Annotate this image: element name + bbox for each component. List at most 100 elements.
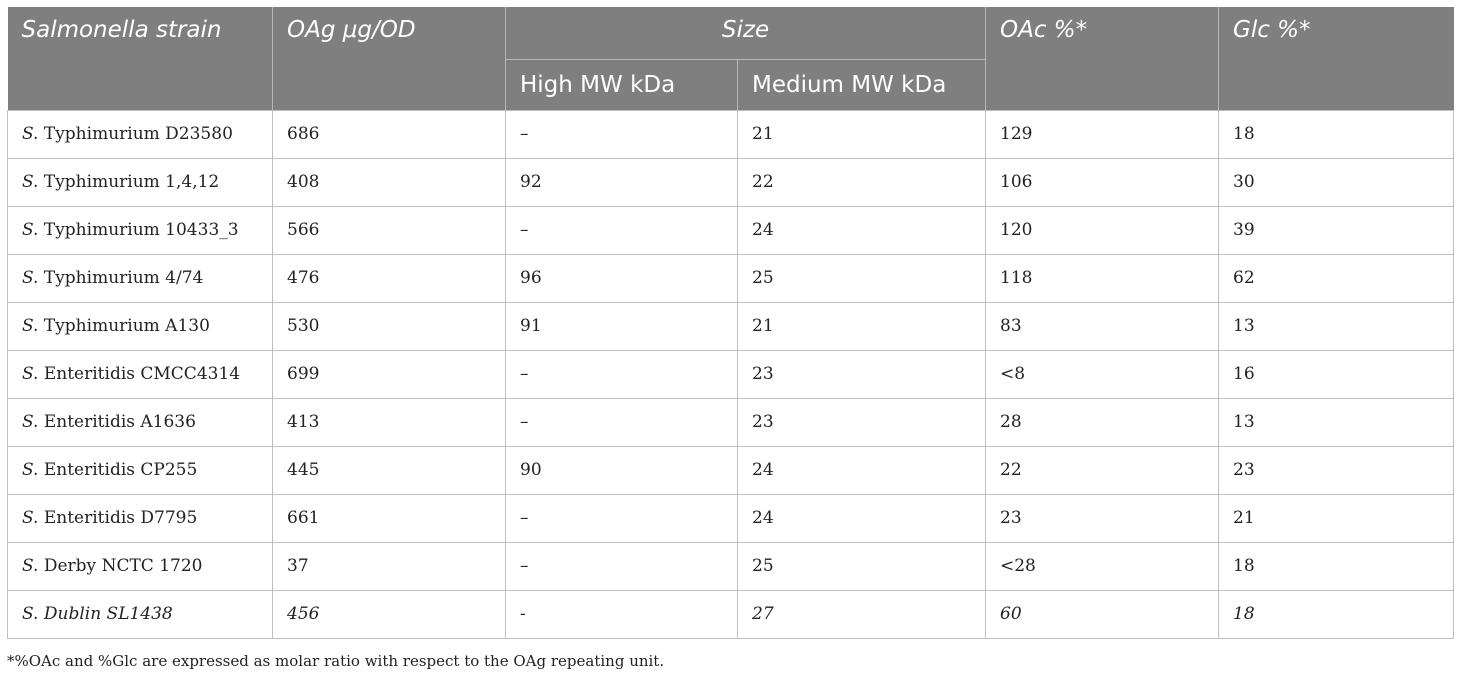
cell-strain: S. Enteritidis CP255 xyxy=(7,445,273,495)
cell-glc: 13 xyxy=(1218,397,1454,447)
salmonella-oag-table: Salmonella strain OAg μg/OD Size OAc %* … xyxy=(7,7,1454,639)
strain-genus-abbrev: S. xyxy=(22,604,39,624)
cell-medium-mw: 25 xyxy=(737,253,986,303)
cell-oac: 83 xyxy=(985,301,1219,351)
strain-name: Typhimurium 4/74 xyxy=(43,268,204,288)
cell-medium-mw: 24 xyxy=(737,205,986,255)
cell-oag: 408 xyxy=(272,157,506,207)
cell-oac: <8 xyxy=(985,349,1219,399)
cell-high-mw: – xyxy=(505,349,738,399)
cell-strain: S. Typhimurium D23580 xyxy=(7,109,273,159)
strain-genus-abbrev: S. xyxy=(22,364,39,384)
table-row: S. Typhimurium 10433_3 566–24 120 39 xyxy=(7,205,1454,255)
strain-name: Typhimurium 10433_3 xyxy=(43,220,239,240)
strain-name: Enteritidis D7795 xyxy=(43,508,198,528)
cell-oag: 456 xyxy=(272,589,506,639)
cell-oac: <28 xyxy=(985,541,1219,591)
cell-oac: 22 xyxy=(985,445,1219,495)
cell-medium-mw: 21 xyxy=(737,109,986,159)
cell-oag: 686 xyxy=(272,109,506,159)
cell-oag: 566 xyxy=(272,205,506,255)
cell-glc: 23 xyxy=(1218,445,1454,495)
table-footnote: *%OAc and %Glc are expressed as molar ra… xyxy=(7,652,665,670)
header-medium-mw: Medium MW kDa xyxy=(737,59,986,110)
strain-genus-abbrev: S. xyxy=(22,268,39,288)
strain-genus-abbrev: S. xyxy=(22,460,39,480)
strain-genus-abbrev: S. xyxy=(22,220,39,240)
cell-high-mw: – xyxy=(505,493,738,543)
strain-name: Typhimurium D23580 xyxy=(43,124,233,144)
cell-glc: 21 xyxy=(1218,493,1454,543)
header-high-mw: High MW kDa xyxy=(505,59,738,110)
cell-oac: 118 xyxy=(985,253,1219,303)
cell-glc: 62 xyxy=(1218,253,1454,303)
table-row: S. Typhimurium 1,4,12 408 92 22 106 30 xyxy=(7,157,1454,207)
cell-high-mw: 96 xyxy=(505,253,738,303)
cell-medium-mw: 27 xyxy=(737,589,986,639)
cell-medium-mw: 24 xyxy=(737,493,986,543)
cell-oac: 120 xyxy=(985,205,1219,255)
cell-medium-mw: 21 xyxy=(737,301,986,351)
cell-medium-mw: 24 xyxy=(737,445,986,495)
strain-genus-abbrev: S. xyxy=(22,172,39,192)
table-row: S. Enteritidis A1636 413–23 28 13 xyxy=(7,397,1454,447)
table-row: S. Typhimurium D23580 686–21 129 18 xyxy=(7,109,1454,159)
cell-oac: 28 xyxy=(985,397,1219,447)
cell-oag: 37 xyxy=(272,541,506,591)
cell-high-mw: – xyxy=(505,397,738,447)
cell-strain: S. Enteritidis D7795 xyxy=(7,493,273,543)
cell-strain: S. Typhimurium A130 xyxy=(7,301,273,351)
cell-oac: 106 xyxy=(985,157,1219,207)
cell-high-mw: - xyxy=(505,589,738,639)
cell-medium-mw: 25 xyxy=(737,541,986,591)
cell-oag: 413 xyxy=(272,397,506,447)
cell-oag: 699 xyxy=(272,349,506,399)
strain-name: Dublin SL1438 xyxy=(43,604,173,624)
cell-strain: S. Dublin SL1438 xyxy=(7,589,273,639)
strain-name: Enteritidis CP255 xyxy=(43,460,198,480)
table-row: S. Enteritidis D7795 661–24 23 21 xyxy=(7,493,1454,543)
strain-name: Derby NCTC 1720 xyxy=(43,556,203,576)
table-row: S. Typhimurium 4/74 476 96 25 118 62 xyxy=(7,253,1454,303)
cell-glc: 30 xyxy=(1218,157,1454,207)
header-salmonella-strain: Salmonella strain xyxy=(7,7,273,110)
table-row: S. Enteritidis CP255 445 90 24 22 23 xyxy=(7,445,1454,495)
cell-glc: 18 xyxy=(1218,109,1454,159)
table-row: S. Enteritidis CMCC4314 699–23 <8 16 xyxy=(7,349,1454,399)
strain-name: Enteritidis A1636 xyxy=(43,412,196,432)
cell-oac: 60 xyxy=(985,589,1219,639)
header-glc: Glc %* xyxy=(1218,7,1454,110)
cell-strain: S. Typhimurium 10433_3 xyxy=(7,205,273,255)
table-row: S. Derby NCTC 1720 37–25 <28 18 xyxy=(7,541,1454,591)
cell-glc: 18 xyxy=(1218,589,1454,639)
table-header: Salmonella strain OAg μg/OD Size OAc %* … xyxy=(7,7,1454,110)
cell-glc: 13 xyxy=(1218,301,1454,351)
cell-strain: S. Enteritidis CMCC4314 xyxy=(7,349,273,399)
cell-oag: 476 xyxy=(272,253,506,303)
cell-oag: 445 xyxy=(272,445,506,495)
cell-strain: S. Typhimurium 4/74 xyxy=(7,253,273,303)
header-size: Size xyxy=(505,7,986,60)
strain-genus-abbrev: S. xyxy=(22,316,39,336)
cell-high-mw: – xyxy=(505,109,738,159)
cell-high-mw: – xyxy=(505,541,738,591)
cell-oag: 661 xyxy=(272,493,506,543)
strain-name: Typhimurium 1,4,12 xyxy=(43,172,220,192)
table-body: S. Typhimurium D23580 686–21 129 18 S. Typhi… xyxy=(7,109,1454,639)
table-row: S. Dublin SL1438 456-27 60 18 xyxy=(7,589,1454,639)
cell-high-mw: 90 xyxy=(505,445,738,495)
cell-glc: 18 xyxy=(1218,541,1454,591)
header-oac: OAc %* xyxy=(985,7,1219,110)
cell-strain: S. Typhimurium 1,4,12 xyxy=(7,157,273,207)
cell-high-mw: 91 xyxy=(505,301,738,351)
table-row: S. Typhimurium A130 530 91 21 83 13 xyxy=(7,301,1454,351)
header-oag: OAg μg/OD xyxy=(272,7,506,110)
cell-oac: 129 xyxy=(985,109,1219,159)
strain-genus-abbrev: S. xyxy=(22,556,39,576)
cell-high-mw: 92 xyxy=(505,157,738,207)
strain-genus-abbrev: S. xyxy=(22,508,39,528)
strain-name: Typhimurium A130 xyxy=(43,316,210,336)
cell-strain: S. Enteritidis A1636 xyxy=(7,397,273,447)
cell-glc: 16 xyxy=(1218,349,1454,399)
